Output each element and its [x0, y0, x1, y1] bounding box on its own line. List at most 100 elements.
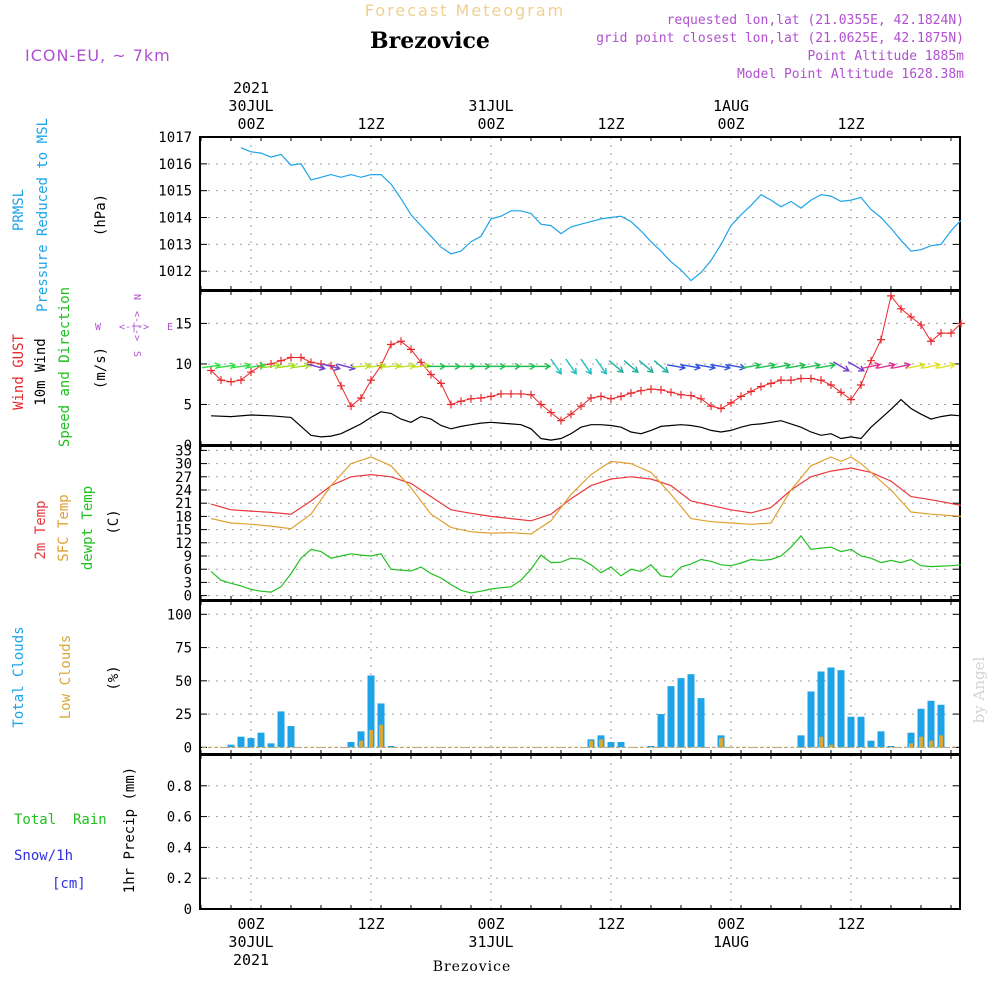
gust-point [827, 381, 835, 390]
gust-point [757, 382, 765, 391]
wind-arrow-shape [201, 362, 222, 370]
gust-point [507, 389, 515, 398]
gust-point [437, 379, 445, 388]
gust-point [457, 397, 465, 406]
gust-point [777, 376, 785, 385]
y-tick-label: 1015 [158, 184, 192, 200]
total-cloud-bar [797, 735, 805, 748]
wind-arrow-shape [231, 362, 252, 370]
requested-lonlat: requested lon,lat (21.0355E, 42.1824N) [667, 13, 964, 28]
wind-arrow-shape [550, 358, 562, 375]
time-label-top: 00Z [237, 115, 264, 133]
time-label-top: 12Z [837, 115, 864, 133]
wind-direction-arrow [201, 362, 222, 370]
total-cloud-bar [237, 736, 245, 748]
gust-point [367, 376, 375, 385]
total-cloud-bar [907, 732, 915, 748]
gust-point [787, 376, 795, 385]
precip-ylabel: 1hr Precip (mm) [122, 767, 138, 893]
total-clouds-label: Total Clouds [11, 626, 27, 727]
total-cloud-bar [697, 698, 705, 748]
gust-point [627, 389, 635, 398]
wind-arrow-shape [351, 362, 372, 370]
low-clouds-label: Low Clouds [58, 635, 74, 719]
time-label-bottom: 30JUL [228, 933, 273, 951]
wind-arrow-shape [877, 361, 897, 369]
wind-direction-arrow [712, 363, 732, 371]
total-cloud-bar [667, 686, 675, 748]
total-cloud-bar [857, 716, 865, 748]
gust-point [287, 353, 295, 362]
snow-legend: Snow/1h [14, 848, 73, 864]
pressure-panel: 1012 1013 1014 1015 1016 1017 [158, 130, 962, 291]
y-tick-label: 50 [175, 674, 192, 690]
low-cloud-bar [359, 740, 363, 748]
y-tick-label: 24 [175, 483, 192, 499]
wind-arrow-shape [772, 362, 792, 370]
wind-direction-arrow [742, 362, 762, 370]
gust-point [847, 395, 855, 404]
wind-direction-arrow [307, 363, 327, 371]
wind-arrow-shape [411, 362, 432, 370]
wind-direction-arrow [787, 362, 807, 370]
wind-arrow-shape [802, 362, 822, 370]
gust-point [337, 381, 345, 390]
y-tick-label: 1013 [158, 237, 192, 253]
wind-arrow-shape [322, 363, 342, 371]
time-label-bottom: 2021 [233, 951, 269, 969]
total-cloud-bar [617, 742, 625, 748]
wind-arrow-shape [742, 362, 762, 370]
y-tick-label: 30 [175, 457, 192, 473]
total-cloud-bar [867, 740, 875, 748]
gust-point [247, 368, 255, 377]
wind-direction-arrow [337, 363, 357, 371]
y-tick-label: 75 [175, 641, 192, 657]
wind-direction-arrow [877, 361, 897, 369]
gust-point [747, 387, 755, 396]
gust-point [297, 353, 305, 362]
gust-point [677, 390, 685, 399]
wind-direction-arrow [366, 362, 387, 370]
wind-direction-arrow [847, 361, 865, 372]
y-tick-label: 1016 [158, 157, 192, 173]
gust-point [497, 389, 505, 398]
gust-point [797, 374, 805, 383]
wind-unit: (m/s) [93, 347, 109, 389]
wind-arrow-shape [532, 362, 552, 370]
time-label-top: 12Z [357, 115, 384, 133]
time-label-bottom: 31JUL [468, 933, 513, 951]
total-cloud-bar [677, 678, 685, 748]
time-label-bottom: 00Z [717, 915, 744, 933]
total-cloud-bar [807, 691, 815, 748]
pressure-label-msl: Pressure Reduced to MSL [35, 118, 51, 312]
wind-arrow-shape [261, 362, 282, 370]
y-tick-label: 27 [175, 470, 192, 486]
wind-arrow-shape [366, 362, 387, 370]
gust-point [697, 394, 705, 403]
gust-point [617, 392, 625, 401]
gust-point [927, 337, 935, 346]
gust-point [577, 402, 585, 411]
model-altitude: Model Point Altitude 1628.38m [737, 67, 964, 82]
y-tick-label: 18 [175, 509, 192, 525]
total-cloud-bar [837, 670, 845, 748]
gust-point [237, 376, 245, 385]
gust-point [217, 376, 225, 385]
gust-point [557, 416, 565, 425]
gust-point [467, 394, 475, 403]
wind-arrow-shape [276, 362, 297, 370]
y-tick-label: 9 [184, 549, 192, 565]
location-title: Brezovice [370, 28, 490, 54]
wind-arrow-shape [623, 360, 639, 374]
gust-point [347, 402, 355, 411]
y-tick-label: 0.8 [167, 779, 192, 795]
wind-arrow-shape [608, 360, 624, 374]
wind-panel: 0 5 10 15 [175, 290, 965, 454]
wind-arrow-shape [653, 360, 669, 374]
y-tick-label: 33 [175, 443, 192, 459]
compass-e: E [167, 322, 173, 333]
wind-arrow-shape [565, 358, 577, 375]
y-tick-label: 0 [184, 740, 192, 756]
sfc-label: SFC Temp [56, 494, 72, 561]
